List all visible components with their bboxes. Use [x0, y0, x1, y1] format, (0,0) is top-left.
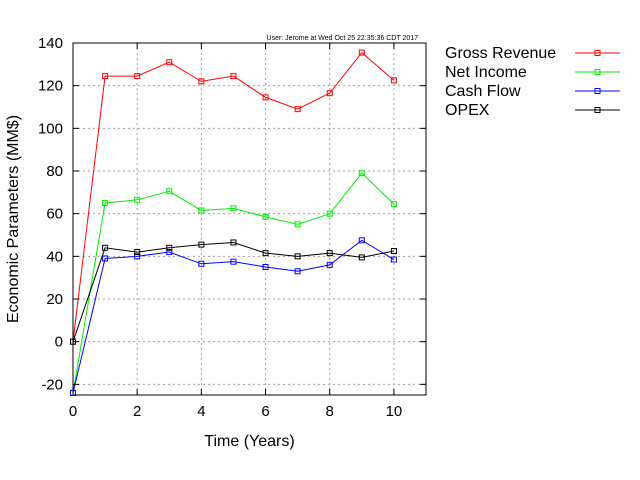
data-point	[358, 237, 365, 244]
data-point	[326, 90, 333, 97]
x-tick-label: 0	[69, 403, 77, 420]
data-point	[198, 241, 205, 248]
x-tick-label: 10	[386, 403, 403, 420]
data-point	[134, 73, 141, 80]
series-line	[72, 239, 395, 393]
ticks: -20 0 20 40 60 80 100 120 140 0 2 4 6 8 10	[38, 35, 426, 420]
data-point	[166, 188, 173, 195]
data-point	[198, 207, 205, 214]
plot-frame	[72, 42, 427, 396]
data-point	[390, 201, 397, 208]
legend: Gross Revenue Net Income Cash Flow OPEX	[445, 45, 620, 119]
data-point	[294, 253, 301, 260]
legend-entry: Gross Revenue	[445, 45, 620, 62]
y-tick-label: -20	[41, 376, 63, 393]
series-0	[70, 49, 397, 345]
grid	[72, 42, 426, 395]
x-tick-label: 4	[197, 403, 205, 420]
x-tick-label: 6	[261, 403, 269, 420]
data-point	[262, 94, 269, 101]
data-point	[198, 78, 205, 85]
data-point	[134, 249, 141, 256]
data-point	[294, 106, 301, 113]
data-point	[262, 264, 269, 270]
data-point	[134, 196, 141, 203]
series-3	[70, 239, 397, 345]
x-tick-label: 2	[133, 403, 141, 420]
legend-marker	[594, 107, 601, 113]
data-point	[262, 213, 269, 220]
legend-marker	[594, 88, 601, 94]
legend-label: Net Income	[445, 64, 527, 81]
series-layer	[70, 49, 397, 396]
data-point	[166, 59, 173, 66]
y-tick-label: 0	[55, 334, 63, 351]
legend-entry: Cash Flow	[445, 83, 620, 100]
x-axis-label: Time (Years)	[204, 433, 294, 450]
data-point	[166, 244, 173, 251]
legend-label: OPEX	[445, 102, 490, 119]
legend-entry: Net Income	[445, 64, 620, 81]
data-point	[294, 268, 301, 275]
y-tick-label: 100	[38, 120, 63, 137]
data-point	[230, 205, 237, 212]
data-point	[230, 239, 237, 246]
series-2	[70, 237, 397, 396]
data-point	[390, 248, 397, 254]
y-axis-label: Economic Parameters (MM$)	[5, 115, 22, 323]
series-line	[72, 51, 395, 342]
series-1	[70, 170, 397, 396]
data-point	[230, 258, 237, 265]
data-point	[102, 244, 109, 251]
legend-label: Gross Revenue	[445, 45, 556, 62]
data-point	[102, 255, 109, 262]
y-tick-label: 80	[46, 163, 63, 180]
data-point	[326, 261, 333, 268]
user-timestamp: User: Jerome at Wed Oct 25 22:35:36 CDT …	[267, 35, 419, 42]
series-line	[72, 241, 395, 342]
data-point	[358, 49, 365, 56]
y-tick-label: 120	[38, 78, 63, 95]
legend-label: Cash Flow	[445, 83, 521, 100]
data-point	[358, 254, 365, 261]
legend-marker	[594, 69, 601, 75]
y-tick-label: 140	[38, 35, 63, 52]
data-point	[230, 73, 237, 80]
legend-entry: OPEX	[445, 102, 620, 119]
y-tick-label: 60	[46, 206, 63, 223]
y-tick-label: 20	[46, 291, 63, 308]
y-tick-label: 40	[46, 248, 63, 265]
data-point	[390, 256, 397, 263]
data-point	[358, 170, 365, 177]
data-point	[294, 221, 301, 228]
x-tick-label: 8	[326, 403, 334, 420]
data-point	[134, 253, 141, 260]
data-point	[198, 260, 205, 267]
data-point	[102, 200, 109, 206]
data-point	[166, 249, 173, 256]
data-point	[102, 73, 109, 80]
data-point	[326, 210, 333, 217]
data-point	[390, 77, 397, 84]
data-point	[326, 250, 333, 257]
legend-marker	[594, 50, 601, 56]
series-line	[72, 172, 395, 393]
data-point	[262, 250, 269, 257]
